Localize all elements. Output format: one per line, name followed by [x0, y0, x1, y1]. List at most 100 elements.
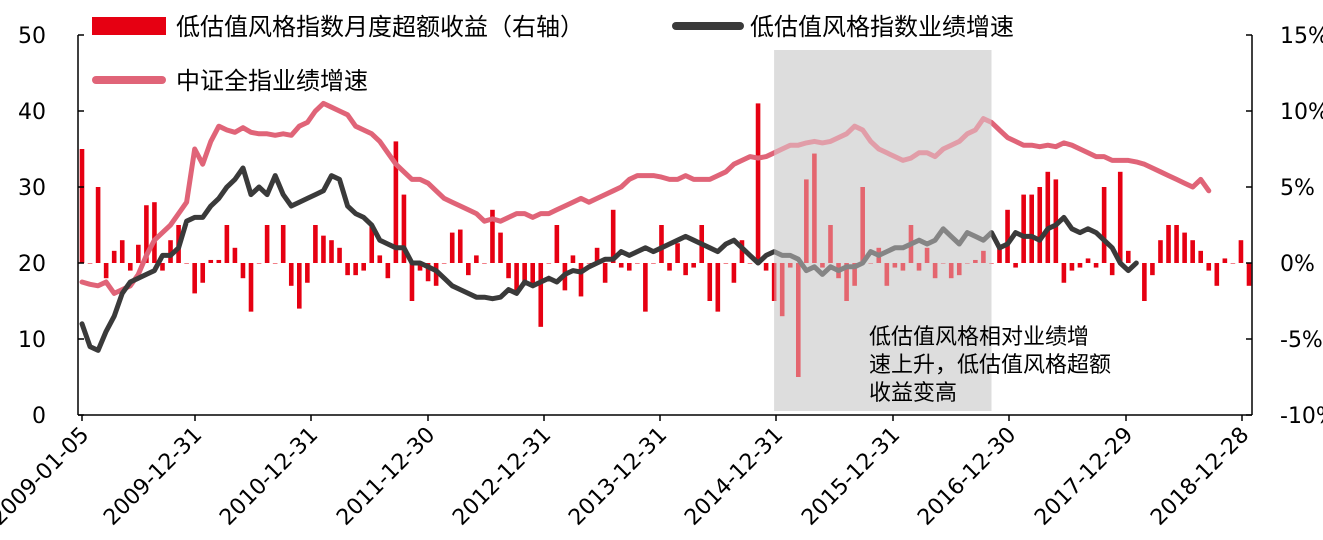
excess-return-bar	[272, 263, 278, 264]
excess-return-bar	[739, 240, 745, 263]
excess-return-bar	[771, 263, 777, 301]
excess-return-bar	[997, 247, 1002, 263]
excess-return-bar	[184, 263, 189, 264]
excess-return-bar	[474, 255, 479, 263]
excess-return-bar	[1174, 225, 1179, 263]
excess-return-bar	[345, 263, 350, 276]
excess-return-bar	[1069, 263, 1075, 271]
right-tick-label: -10%	[1280, 404, 1323, 429]
excess-return-bar	[506, 263, 511, 279]
excess-return-bar	[1142, 263, 1147, 301]
excess-return-bar	[1109, 263, 1115, 276]
right-tick-label: -5%	[1280, 328, 1323, 353]
excess-return-bar	[224, 225, 230, 263]
excess-return-bar	[1061, 263, 1067, 283]
excess-return-bar	[884, 263, 890, 286]
excess-return-bar	[763, 263, 769, 271]
csi-all-growth-line	[79, 100, 1212, 296]
excess-return-bar	[409, 263, 415, 301]
excess-return-bar	[466, 263, 471, 276]
excess-return-bar	[240, 263, 246, 279]
excess-return-bar	[916, 263, 922, 271]
excess-return-bar	[232, 247, 238, 263]
excess-return-bar	[216, 259, 222, 263]
excess-return-bar	[787, 263, 793, 268]
x-tick-label: 2010-12-31	[215, 423, 323, 531]
x-tick-label: 2013-12-31	[564, 423, 672, 531]
excess-return-bar	[498, 232, 503, 263]
excess-return-bar	[305, 263, 310, 283]
excess-return-bar	[924, 247, 930, 263]
excess-return-bar	[570, 255, 576, 263]
excess-return-bar	[1206, 263, 1212, 271]
excess-return-bar	[1190, 240, 1195, 263]
excess-return-bar	[329, 240, 334, 263]
right-ticks: -10% -5% 0% 5% 10% 15%	[1246, 24, 1323, 429]
excess-return-bar	[940, 263, 946, 264]
excess-return-bar	[1077, 263, 1083, 268]
excess-return-bar	[1150, 263, 1155, 276]
excess-return-bar	[659, 225, 664, 263]
x-tick-label: 2011-12-30	[332, 423, 440, 531]
excess-return-bar	[795, 263, 801, 377]
excess-return-bar	[812, 153, 817, 263]
legend-label: 低估值风格指数月度超额收益（右轴）	[176, 13, 584, 41]
excess-return-bar	[626, 263, 632, 271]
excess-return-bar	[1125, 250, 1131, 263]
x-tick-label: 2014-12-31	[680, 423, 788, 531]
excess-return-bar	[95, 187, 101, 263]
excess-return-bar	[683, 263, 688, 276]
excess-return-bar	[1230, 263, 1236, 264]
excess-return-bar	[892, 263, 898, 268]
x-tick-label: 2016-12-30	[913, 423, 1021, 531]
excess-return-bar	[425, 263, 431, 282]
excess-return-bar	[127, 263, 133, 271]
excess-return-bar	[280, 225, 286, 263]
low-valuation-growth-line	[79, 165, 1139, 353]
axes-group	[77, 35, 1253, 416]
excess-return-bar	[1246, 263, 1252, 286]
excess-return-bar	[337, 247, 342, 263]
excess-return-bar	[1085, 258, 1091, 263]
excess-return-bar	[297, 263, 302, 309]
excess-return-bar	[820, 263, 825, 268]
excess-return-bar	[900, 263, 906, 271]
excess-return-bar	[168, 240, 173, 263]
excess-return-bar	[1158, 240, 1163, 263]
excess-return-bar	[111, 250, 117, 263]
excess-return-bar	[779, 263, 785, 317]
excess-return-bar	[248, 263, 254, 312]
excess-return-bar	[860, 187, 865, 263]
left-tick-label: 0	[32, 404, 46, 429]
legend-label: 低估值风格指数业绩增速	[750, 13, 1014, 41]
legend-label: 中证全指业绩增速	[176, 67, 368, 95]
excess-return-bar	[353, 263, 358, 276]
x-ticks: 2009-01-05 2009-12-31 2010-12-31 2011-12-30…	[0, 415, 1254, 531]
excess-return-bar	[1182, 232, 1187, 263]
excess-return-bar	[136, 244, 141, 263]
excess-return-bar	[1093, 263, 1099, 268]
excess-return-bar	[707, 263, 713, 301]
excess-return-bar	[160, 263, 165, 271]
excess-return-bar	[393, 141, 399, 263]
x-tick-label: 2009-12-31	[99, 423, 207, 531]
left-tick-label: 50	[18, 24, 46, 49]
excess-return-bar	[1214, 263, 1220, 286]
excess-return-bar	[417, 263, 423, 271]
excess-return-bar	[989, 263, 994, 264]
excess-return-bar	[1021, 194, 1026, 263]
excess-return-bar	[965, 263, 970, 264]
excess-return-bar	[321, 235, 326, 263]
excess-return-bar	[948, 263, 954, 279]
left-tick-label: 10	[18, 328, 46, 353]
excess-return-bar	[369, 225, 375, 263]
x-tick-label: 2018-12-28	[1146, 423, 1254, 531]
right-tick-label: 15%	[1280, 24, 1323, 49]
left-tick-label: 20	[18, 252, 46, 277]
right-tick-label: 0%	[1280, 252, 1315, 277]
excess-return-bar	[578, 263, 584, 297]
excess-return-bar	[691, 263, 696, 268]
excess-return-bar	[449, 232, 455, 263]
